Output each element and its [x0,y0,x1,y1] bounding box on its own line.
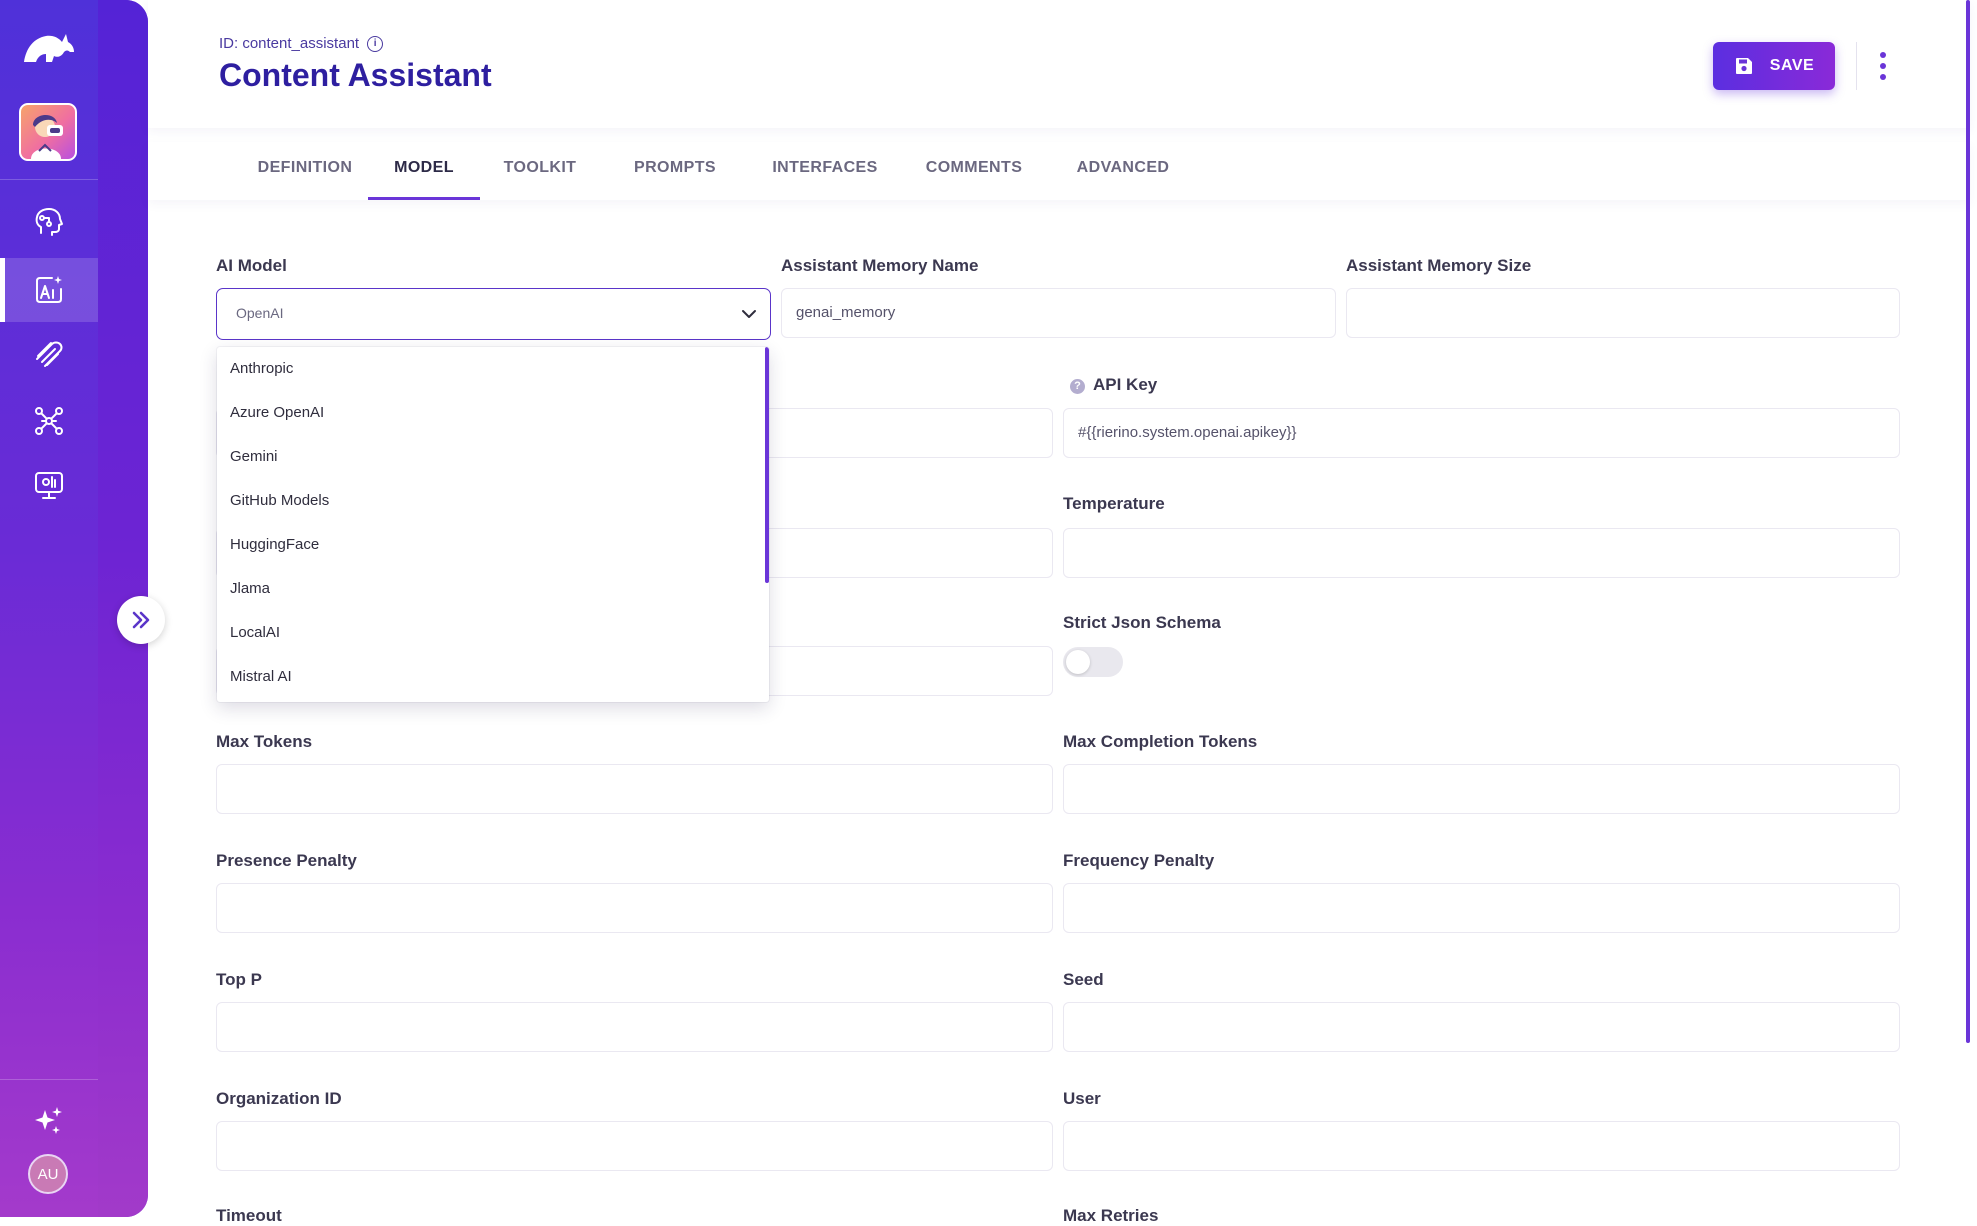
ai-model-value: OpenAI [236,305,284,321]
agents-icon [35,208,63,236]
top-p-input[interactable] [216,1002,1053,1052]
record-id: ID: content_assistant i [219,35,384,52]
save-icon [1735,58,1752,74]
chevron-down-icon [742,310,756,318]
save-button[interactable]: SAVE [1713,42,1835,90]
max-completion-tokens-input[interactable] [1063,764,1900,814]
api-key-label: ? API Key [1070,375,1157,395]
rhino-logo-icon[interactable] [22,28,76,70]
more-options-icon[interactable] [1870,48,1896,84]
strict-json-schema-label: Strict Json Schema [1063,613,1221,632]
temperature-input[interactable] [1063,528,1900,578]
top-p-label: Top P [216,970,262,989]
memory-size-input[interactable] [1346,288,1900,338]
memory-name-label: Assistant Memory Name [781,256,979,275]
sidebar-item-prompts[interactable] [0,322,98,386]
dropdown-option[interactable]: LocalAI [230,624,281,641]
user-initials: AU [37,1165,59,1183]
dropdown-option[interactable]: HuggingFace [230,536,320,553]
tab-advanced[interactable]: ADVANCED [1076,159,1170,176]
dropdown-option[interactable]: Azure OpenAI [230,404,325,421]
network-icon [35,407,63,435]
page-scrollbar[interactable] [1966,0,1970,1043]
dropdown-option[interactable]: Gemini [230,448,278,465]
ai-model-select[interactable]: OpenAI [216,288,771,340]
save-label: SAVE [1769,57,1815,74]
dropdown-option[interactable]: Anthropic [230,360,294,377]
tab-comments[interactable]: COMMENTS [925,159,1023,176]
max-tokens-label: Max Tokens [216,732,313,751]
seed-input[interactable] [1063,1002,1900,1052]
tab-interfaces[interactable]: INTERFACES [772,159,878,176]
ai-assistant-icon [36,276,62,303]
double-chevron-right-icon [132,611,150,629]
app-avatar[interactable] [19,103,77,161]
dropdown-scrollbar[interactable] [765,347,769,583]
sidebar-item-network[interactable] [0,389,98,453]
user-input[interactable] [1063,1121,1900,1171]
tab-model[interactable]: MODEL [368,142,480,200]
tab-definition[interactable]: DEFINITION [257,159,353,176]
info-icon[interactable]: i [367,35,384,52]
frequency-penalty-input[interactable] [1063,883,1900,933]
max-completion-tokens-label: Max Completion Tokens [1063,732,1258,751]
page-title: Content Assistant [219,57,492,93]
seed-label: Seed [1063,970,1104,989]
monitor-icon [35,472,63,499]
sidebar-rail [0,0,98,1217]
sidebar-item-monitor[interactable] [0,453,98,517]
dropdown-option[interactable]: GitHub Models [230,492,330,509]
dropdown-option[interactable]: Jlama [230,580,271,597]
sidebar-divider [0,179,98,180]
ai-model-dropdown: Anthropic Azure OpenAI Gemini GitHub Mod… [217,347,769,702]
max-retries-label: Max Retries [1063,1206,1159,1225]
sparkle-icon[interactable] [32,1104,64,1136]
sidebar-item-agents[interactable] [0,190,98,254]
frequency-penalty-label: Frequency Penalty [1063,851,1215,870]
api-key-input[interactable]: #{{rierino.system.openai.apikey}} [1063,408,1900,458]
tab-toolkit[interactable]: TOOLKIT [503,159,577,176]
user-avatar[interactable]: AU [28,1154,68,1194]
expand-sidebar-button[interactable] [117,596,165,644]
record-id-text: ID: content_assistant [219,35,360,52]
sidebar-divider-bottom [0,1079,98,1080]
ai-model-label: AI Model [216,256,287,275]
organization-id-input[interactable] [216,1121,1053,1171]
timeout-label: Timeout [216,1206,282,1225]
organization-id-label: Organization ID [216,1089,342,1108]
memory-name-input[interactable]: genai_memory [781,288,1336,338]
max-tokens-input[interactable] [216,764,1053,814]
sidebar-item-ai-assistants[interactable] [0,258,98,322]
api-key-label-text: API Key [1093,375,1158,394]
temperature-label: Temperature [1063,494,1165,513]
help-icon[interactable]: ? [1070,379,1085,394]
memory-size-label: Assistant Memory Size [1346,256,1532,275]
tab-bar: DEFINITION MODEL TOOLKIT PROMPTS INTERFA… [148,142,1970,200]
prompts-icon [36,341,63,367]
strict-json-schema-toggle[interactable] [1063,647,1123,677]
presence-penalty-input[interactable] [216,883,1053,933]
user-label: User [1063,1089,1101,1108]
page-header [148,0,1970,128]
header-divider [1856,42,1857,90]
tab-prompts[interactable]: PROMPTS [634,159,716,176]
presence-penalty-label: Presence Penalty [216,851,357,870]
dropdown-option[interactable]: Mistral AI [230,668,292,685]
